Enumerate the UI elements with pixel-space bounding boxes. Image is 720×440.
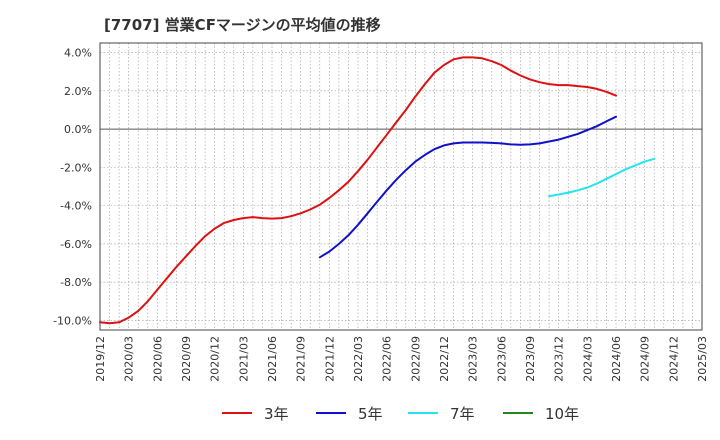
series-line-3年 xyxy=(99,56,617,325)
y-tick-label: -6.0% xyxy=(60,238,92,251)
x-tick-label: 2019/12 xyxy=(94,336,107,382)
x-tick-label: 2021/12 xyxy=(323,336,336,382)
legend-label: 5年 xyxy=(358,405,383,423)
y-tick-label: 4.0% xyxy=(64,47,92,60)
x-tick-label: 2023/12 xyxy=(553,336,566,382)
legend-label: 7年 xyxy=(450,405,475,423)
x-tick-label: 2023/03 xyxy=(467,336,480,382)
x-tick-label: 2023/06 xyxy=(495,336,508,382)
x-tick-label: 2025/03 xyxy=(696,336,709,382)
y-tick-label: 2.0% xyxy=(64,85,92,98)
axes: 4.0%2.0%0.0%-2.0%-4.0%-6.0%-8.0%-10.0%20… xyxy=(53,42,709,382)
x-tick-label: 2021/03 xyxy=(237,336,250,382)
x-tick-label: 2021/06 xyxy=(266,336,279,382)
series-line-5年 xyxy=(318,115,617,259)
x-tick-label: 2024/09 xyxy=(639,336,652,382)
plot-frame xyxy=(99,42,703,331)
x-tick-label: 2020/03 xyxy=(123,336,136,382)
series-lines xyxy=(99,56,656,325)
y-tick-label: -10.0% xyxy=(53,314,92,327)
legend: 3年 5年 7年 10年 xyxy=(222,405,579,423)
legend-label: 10年 xyxy=(545,405,579,423)
x-tick-label: 2022/03 xyxy=(352,336,365,382)
y-tick-label: -2.0% xyxy=(60,161,92,174)
chart-title: [7707] 営業CFマージンの平均値の推移 xyxy=(104,16,381,34)
x-tick-label: 2022/06 xyxy=(381,336,394,382)
x-tick-label: 2024/03 xyxy=(581,336,594,382)
x-tick-label: 2020/06 xyxy=(151,336,164,382)
y-tick-label: 0.0% xyxy=(64,123,92,136)
x-tick-label: 2022/09 xyxy=(409,336,422,382)
y-tick-label: -4.0% xyxy=(60,200,92,213)
x-tick-label: 2020/12 xyxy=(209,336,222,382)
y-tick-label: -8.0% xyxy=(60,276,92,289)
x-tick-label: 2022/12 xyxy=(438,336,451,382)
x-tick-label: 2023/09 xyxy=(524,336,537,382)
grid-lines xyxy=(100,43,702,330)
x-tick-label: 2024/06 xyxy=(610,336,623,382)
x-tick-label: 2021/09 xyxy=(295,336,308,382)
x-tick-label: 2020/09 xyxy=(180,336,193,382)
series-line-7年 xyxy=(548,157,656,198)
x-tick-label: 2024/12 xyxy=(667,336,680,382)
legend-label: 3年 xyxy=(264,405,289,423)
